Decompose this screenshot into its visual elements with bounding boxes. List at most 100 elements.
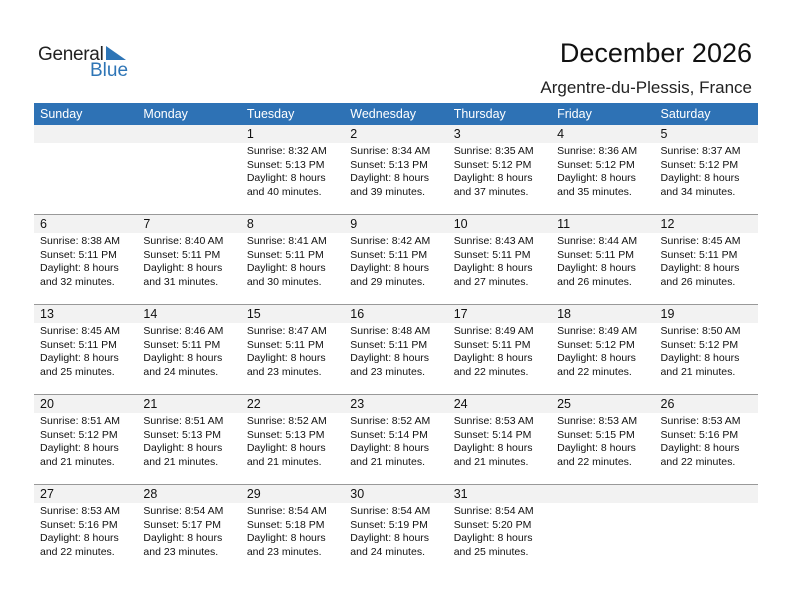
daylight-text: Daylight: 8 hours [350, 532, 430, 544]
sunrise-text: Sunrise: 8:45 AM [660, 235, 741, 247]
empty-cell [34, 125, 138, 215]
day-number: 6 [34, 215, 138, 233]
daylight-text: Daylight: 8 hours [350, 352, 430, 364]
daylight-text: Daylight: 8 hours [246, 172, 326, 184]
daylight-text: Daylight: 8 hours [557, 262, 636, 274]
minutes-text: and 22 minutes. [453, 365, 529, 378]
day-info: Sunrise: 8:45 AM Sunset: 5:11 PM Daylight:… [34, 323, 137, 379]
sunrise-text: Sunrise: 8:32 AM [246, 145, 327, 157]
day-cell: 11 Sunrise: 8:44 AM Sunset: 5:11 PM Dayligh… [551, 215, 655, 305]
minutes-text: and 22 minutes. [557, 365, 632, 378]
day-number: 17 [447, 305, 552, 323]
sunset-text: Sunset: 5:11 PM [40, 248, 117, 261]
day-info: Sunrise: 8:45 AM Sunset: 5:11 PM Daylight:… [655, 233, 758, 289]
day-cell: 17 Sunrise: 8:49 AM Sunset: 5:11 PM Dayligh… [447, 305, 552, 395]
day-cell: 22 Sunrise: 8:52 AM Sunset: 5:13 PM Dayligh… [240, 395, 345, 485]
sunrise-text: Sunrise: 8:37 AM [660, 145, 741, 157]
day-info: Sunrise: 8:46 AM Sunset: 5:11 PM Daylight:… [137, 323, 240, 379]
daylight-text: Daylight: 8 hours [660, 352, 740, 364]
daylight-text: Daylight: 8 hours [246, 532, 326, 544]
week-row: 20 Sunrise: 8:51 AM Sunset: 5:12 PM Dayligh… [34, 394, 758, 484]
minutes-text: and 24 minutes. [143, 365, 219, 378]
weekday-header: Sunday Monday Tuesday Wednesday Thursday Frid… [34, 103, 758, 125]
sunset-text: Sunset: 5:11 PM [40, 338, 117, 351]
sunset-text: Sunset: 5:20 PM [453, 518, 532, 531]
day-number: 21 [137, 395, 241, 413]
sunset-text: Sunset: 5:16 PM [660, 428, 739, 441]
sunset-text: Sunset: 5:12 PM [557, 158, 635, 171]
day-cell: 27 Sunrise: 8:53 AM Sunset: 5:16 PM Dayligh… [34, 485, 138, 575]
day-number: 2 [344, 125, 448, 143]
weekday-saturday: Saturday [660, 107, 711, 121]
day-cell: 28 Sunrise: 8:54 AM Sunset: 5:17 PM Dayligh… [137, 485, 241, 575]
daylight-text: Daylight: 8 hours [453, 172, 533, 184]
daylight-text: Daylight: 8 hours [557, 442, 636, 454]
day-info: Sunrise: 8:51 AM Sunset: 5:12 PM Daylight:… [34, 413, 137, 469]
minutes-text: and 29 minutes. [350, 275, 425, 288]
sunset-text: Sunset: 5:12 PM [660, 158, 739, 171]
sunrise-text: Sunrise: 8:45 AM [40, 325, 120, 337]
minutes-text: and 26 minutes. [660, 275, 736, 288]
sunrise-text: Sunrise: 8:41 AM [246, 235, 327, 247]
day-number: 27 [34, 485, 138, 503]
day-number: 5 [654, 125, 758, 143]
daylight-text: Daylight: 8 hours [660, 442, 740, 454]
sunrise-text: Sunrise: 8:53 AM [557, 415, 638, 427]
day-cell: 31 Sunrise: 8:54 AM Sunset: 5:20 PM Dayligh… [447, 485, 552, 575]
minutes-text: and 40 minutes. [246, 185, 322, 198]
empty-date-bar [34, 125, 138, 143]
day-number: 9 [344, 215, 448, 233]
day-cell: 21 Sunrise: 8:51 AM Sunset: 5:13 PM Dayligh… [137, 395, 241, 485]
minutes-text: and 22 minutes. [557, 455, 632, 468]
minutes-text: and 30 minutes. [246, 275, 322, 288]
minutes-text: and 34 minutes. [660, 185, 736, 198]
day-cell: 15 Sunrise: 8:47 AM Sunset: 5:11 PM Dayligh… [240, 305, 345, 395]
day-cell: 25 Sunrise: 8:53 AM Sunset: 5:15 PM Dayligh… [551, 395, 655, 485]
day-number: 24 [447, 395, 552, 413]
daylight-text: Daylight: 8 hours [557, 172, 636, 184]
sunrise-text: Sunrise: 8:47 AM [246, 325, 327, 337]
empty-cell [654, 485, 758, 575]
sunrise-text: Sunrise: 8:54 AM [143, 505, 224, 517]
empty-date-bar [137, 125, 241, 143]
day-cell: 20 Sunrise: 8:51 AM Sunset: 5:12 PM Dayligh… [34, 395, 138, 485]
day-cell: 13 Sunrise: 8:45 AM Sunset: 5:11 PM Dayligh… [34, 305, 138, 395]
sunrise-text: Sunrise: 8:34 AM [350, 145, 431, 157]
minutes-text: and 39 minutes. [350, 185, 425, 198]
daylight-text: Daylight: 8 hours [660, 172, 740, 184]
daylight-text: Daylight: 8 hours [40, 532, 119, 544]
sunset-text: Sunset: 5:13 PM [246, 158, 325, 171]
daylight-text: Daylight: 8 hours [246, 352, 326, 364]
minutes-text: and 37 minutes. [453, 185, 529, 198]
day-number: 29 [240, 485, 345, 503]
day-cell: 19 Sunrise: 8:50 AM Sunset: 5:12 PM Dayligh… [654, 305, 758, 395]
sunrise-text: Sunrise: 8:54 AM [453, 505, 534, 517]
sunset-text: Sunset: 5:11 PM [350, 248, 428, 261]
daylight-text: Daylight: 8 hours [246, 442, 326, 454]
sunset-text: Sunset: 5:11 PM [246, 338, 324, 351]
day-number: 20 [34, 395, 138, 413]
sunrise-text: Sunrise: 8:40 AM [143, 235, 224, 247]
day-cell: 29 Sunrise: 8:54 AM Sunset: 5:18 PM Dayligh… [240, 485, 345, 575]
weekday-tuesday: Tuesday [246, 107, 295, 121]
empty-date-bar [654, 485, 758, 503]
sunset-text: Sunset: 5:11 PM [557, 248, 634, 261]
sunset-text: Sunset: 5:19 PM [350, 518, 428, 531]
day-info: Sunrise: 8:53 AM Sunset: 5:16 PM Daylight:… [655, 413, 758, 469]
sunset-text: Sunset: 5:12 PM [453, 158, 532, 171]
sunset-text: Sunset: 5:12 PM [40, 428, 118, 441]
sunset-text: Sunset: 5:12 PM [660, 338, 739, 351]
minutes-text: and 25 minutes. [40, 365, 115, 378]
daylight-text: Daylight: 8 hours [40, 262, 119, 274]
day-number: 3 [447, 125, 552, 143]
day-cell: 8 Sunrise: 8:41 AM Sunset: 5:11 PM Daylight… [240, 215, 345, 305]
day-info: Sunrise: 8:36 AM Sunset: 5:12 PM Daylight:… [551, 143, 654, 199]
day-number: 30 [344, 485, 448, 503]
day-number: 10 [447, 215, 552, 233]
day-cell: 23 Sunrise: 8:52 AM Sunset: 5:14 PM Dayligh… [344, 395, 448, 485]
day-info: Sunrise: 8:48 AM Sunset: 5:11 PM Daylight:… [344, 323, 447, 379]
day-cell: 18 Sunrise: 8:49 AM Sunset: 5:12 PM Dayligh… [551, 305, 655, 395]
day-cell: 1 Sunrise: 8:32 AM Sunset: 5:13 PM Daylight… [240, 125, 345, 215]
sunrise-text: Sunrise: 8:35 AM [453, 145, 534, 157]
sunset-text: Sunset: 5:12 PM [557, 338, 635, 351]
